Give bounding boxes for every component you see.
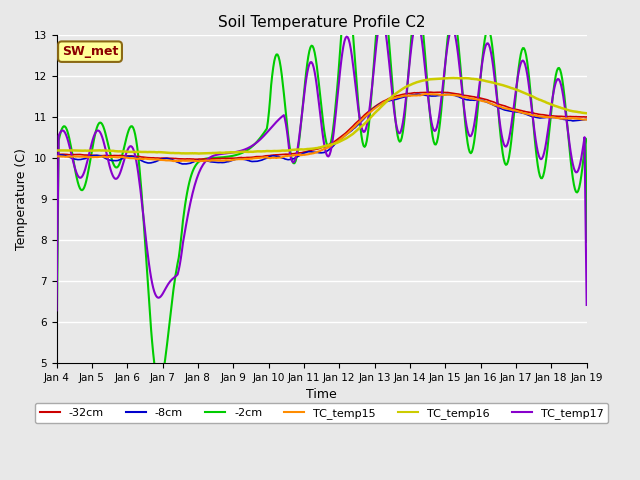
-32cm bbox=[583, 114, 591, 120]
X-axis label: Time: Time bbox=[306, 388, 337, 401]
TC_temp17 bbox=[583, 302, 591, 308]
Text: SW_met: SW_met bbox=[62, 45, 118, 58]
-32cm bbox=[490, 99, 497, 105]
TC_temp16 bbox=[308, 146, 316, 152]
TC_temp17 bbox=[378, 16, 385, 22]
Line: -32cm: -32cm bbox=[56, 92, 587, 159]
TC_temp15 bbox=[340, 133, 348, 139]
-8cm bbox=[179, 161, 187, 167]
-8cm bbox=[305, 149, 313, 155]
Line: -8cm: -8cm bbox=[56, 94, 587, 164]
-32cm bbox=[369, 105, 377, 111]
TC_temp16 bbox=[572, 109, 580, 115]
-2cm bbox=[369, 71, 377, 76]
-8cm bbox=[414, 91, 422, 97]
-8cm bbox=[308, 149, 316, 155]
TC_temp17 bbox=[571, 168, 579, 174]
-2cm bbox=[583, 239, 591, 245]
-32cm bbox=[52, 152, 60, 157]
TC_temp17 bbox=[368, 84, 376, 90]
TC_temp16 bbox=[52, 148, 60, 154]
-8cm bbox=[369, 107, 377, 112]
TC_temp17 bbox=[305, 65, 312, 71]
Line: -2cm: -2cm bbox=[56, 0, 587, 384]
-32cm bbox=[193, 156, 200, 162]
Line: TC_temp17: TC_temp17 bbox=[56, 19, 587, 311]
-8cm bbox=[340, 133, 348, 139]
TC_temp17 bbox=[52, 308, 60, 313]
TC_temp15 bbox=[308, 151, 316, 156]
TC_temp16 bbox=[583, 110, 591, 116]
-8cm bbox=[583, 117, 591, 122]
-2cm bbox=[572, 189, 580, 195]
TC_temp16 bbox=[340, 136, 348, 142]
-8cm bbox=[490, 102, 497, 108]
-32cm bbox=[427, 89, 435, 95]
-2cm bbox=[156, 381, 163, 387]
-32cm bbox=[572, 114, 580, 120]
TC_temp16 bbox=[450, 75, 458, 81]
Title: Soil Temperature Profile C2: Soil Temperature Profile C2 bbox=[218, 15, 426, 30]
-2cm bbox=[52, 354, 60, 360]
-32cm bbox=[340, 131, 348, 137]
TC_temp16 bbox=[369, 112, 377, 118]
-32cm bbox=[308, 147, 316, 153]
-8cm bbox=[52, 153, 60, 158]
TC_temp16 bbox=[490, 80, 497, 85]
TC_temp15 bbox=[369, 107, 377, 113]
TC_temp17 bbox=[340, 44, 348, 49]
TC_temp16 bbox=[305, 146, 313, 152]
-2cm bbox=[490, 51, 497, 57]
TC_temp15 bbox=[583, 117, 591, 122]
TC_temp15 bbox=[490, 102, 497, 108]
TC_temp15 bbox=[52, 154, 60, 159]
TC_temp16 bbox=[195, 151, 203, 156]
-8cm bbox=[572, 118, 580, 123]
Y-axis label: Temperature (C): Temperature (C) bbox=[15, 148, 28, 250]
TC_temp15 bbox=[422, 91, 430, 97]
TC_temp15 bbox=[572, 116, 580, 121]
Line: TC_temp16: TC_temp16 bbox=[56, 78, 587, 154]
TC_temp15 bbox=[305, 151, 313, 157]
Legend: -32cm, -8cm, -2cm, TC_temp15, TC_temp16, TC_temp17: -32cm, -8cm, -2cm, TC_temp15, TC_temp16,… bbox=[35, 403, 608, 423]
TC_temp17 bbox=[308, 59, 316, 65]
TC_temp15 bbox=[195, 158, 203, 164]
TC_temp17 bbox=[488, 56, 496, 62]
Line: TC_temp15: TC_temp15 bbox=[56, 94, 587, 161]
-32cm bbox=[305, 148, 313, 154]
-2cm bbox=[305, 48, 313, 54]
-2cm bbox=[340, 0, 348, 5]
-2cm bbox=[308, 43, 316, 49]
